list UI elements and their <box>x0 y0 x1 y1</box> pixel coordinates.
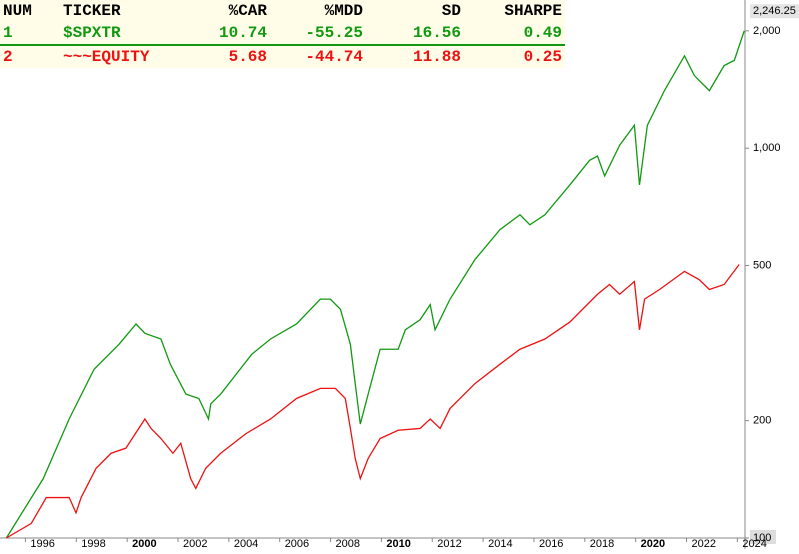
data-cell: 0.49 <box>464 22 565 46</box>
x-tick-label: 2004 <box>234 538 258 549</box>
x-tick-label: 2010 <box>386 538 410 549</box>
x-tick-label: 2024 <box>742 538 766 549</box>
stats-table: NUM TICKER %CAR %MDD SD SHARPE 1 $SPXTR 10.74 -55… <box>0 0 565 68</box>
x-tick-label: 2014 <box>488 538 512 549</box>
data-cell: 0.25 <box>523 48 562 66</box>
data-cell: $SPXTR <box>60 22 200 46</box>
header-row: NUM TICKER %CAR %MDD SD SHARPE <box>0 0 565 22</box>
x-tick-label: 2008 <box>336 538 360 549</box>
y-tick-label: 2,000 <box>753 25 781 37</box>
series-line <box>6 264 740 539</box>
data-cell: 1 <box>0 22 60 46</box>
last-value-box <box>750 4 799 19</box>
data-row: 2 ~~~EQUITY 5.68 -44.74 11.88 0.25 <box>0 45 565 68</box>
last-value-label: 2,246.25 <box>753 5 796 17</box>
x-tick-label: 2018 <box>590 538 614 549</box>
y-tick-label: 1,000 <box>753 142 781 154</box>
header-cell: NUM <box>3 2 32 20</box>
header-cell: TICKER <box>63 2 121 20</box>
data-row: 1 $SPXTR 10.74 -55.25 16.56 0.49 <box>0 22 565 46</box>
x-tick-label: 1998 <box>81 538 105 549</box>
data-cell: -44.74 <box>305 48 363 66</box>
x-tick-label: 2012 <box>437 538 461 549</box>
x-tick-label: 2000 <box>132 538 156 549</box>
y-tick-label: 200 <box>753 415 771 427</box>
header-cell: SHARPE <box>504 2 562 20</box>
y-tick-box <box>750 530 776 544</box>
data-cell: 10.74 <box>200 22 270 46</box>
data-cell: 2 <box>3 48 13 66</box>
x-tick-label: 2020 <box>641 538 665 549</box>
series-line <box>5 30 745 539</box>
data-cell: ~~~EQUITY <box>63 48 150 66</box>
x-tick-label: 1996 <box>30 538 54 549</box>
y-tick-label: 500 <box>753 259 771 271</box>
x-tick-label: 2006 <box>285 538 309 549</box>
data-cell: -55.25 <box>270 22 366 46</box>
y-tick-label: 100 <box>753 532 771 544</box>
data-cell: 11.88 <box>412 48 461 66</box>
header-cell: %MDD <box>324 2 363 20</box>
data-cell: 16.56 <box>366 22 464 46</box>
data-cell: 5.68 <box>228 48 267 66</box>
header-cell: SD <box>441 2 461 20</box>
x-tick-label: 2016 <box>539 538 563 549</box>
header-cell: %CAR <box>228 2 267 20</box>
x-tick-label: 2022 <box>692 538 716 549</box>
x-tick-label: 2002 <box>183 538 207 549</box>
